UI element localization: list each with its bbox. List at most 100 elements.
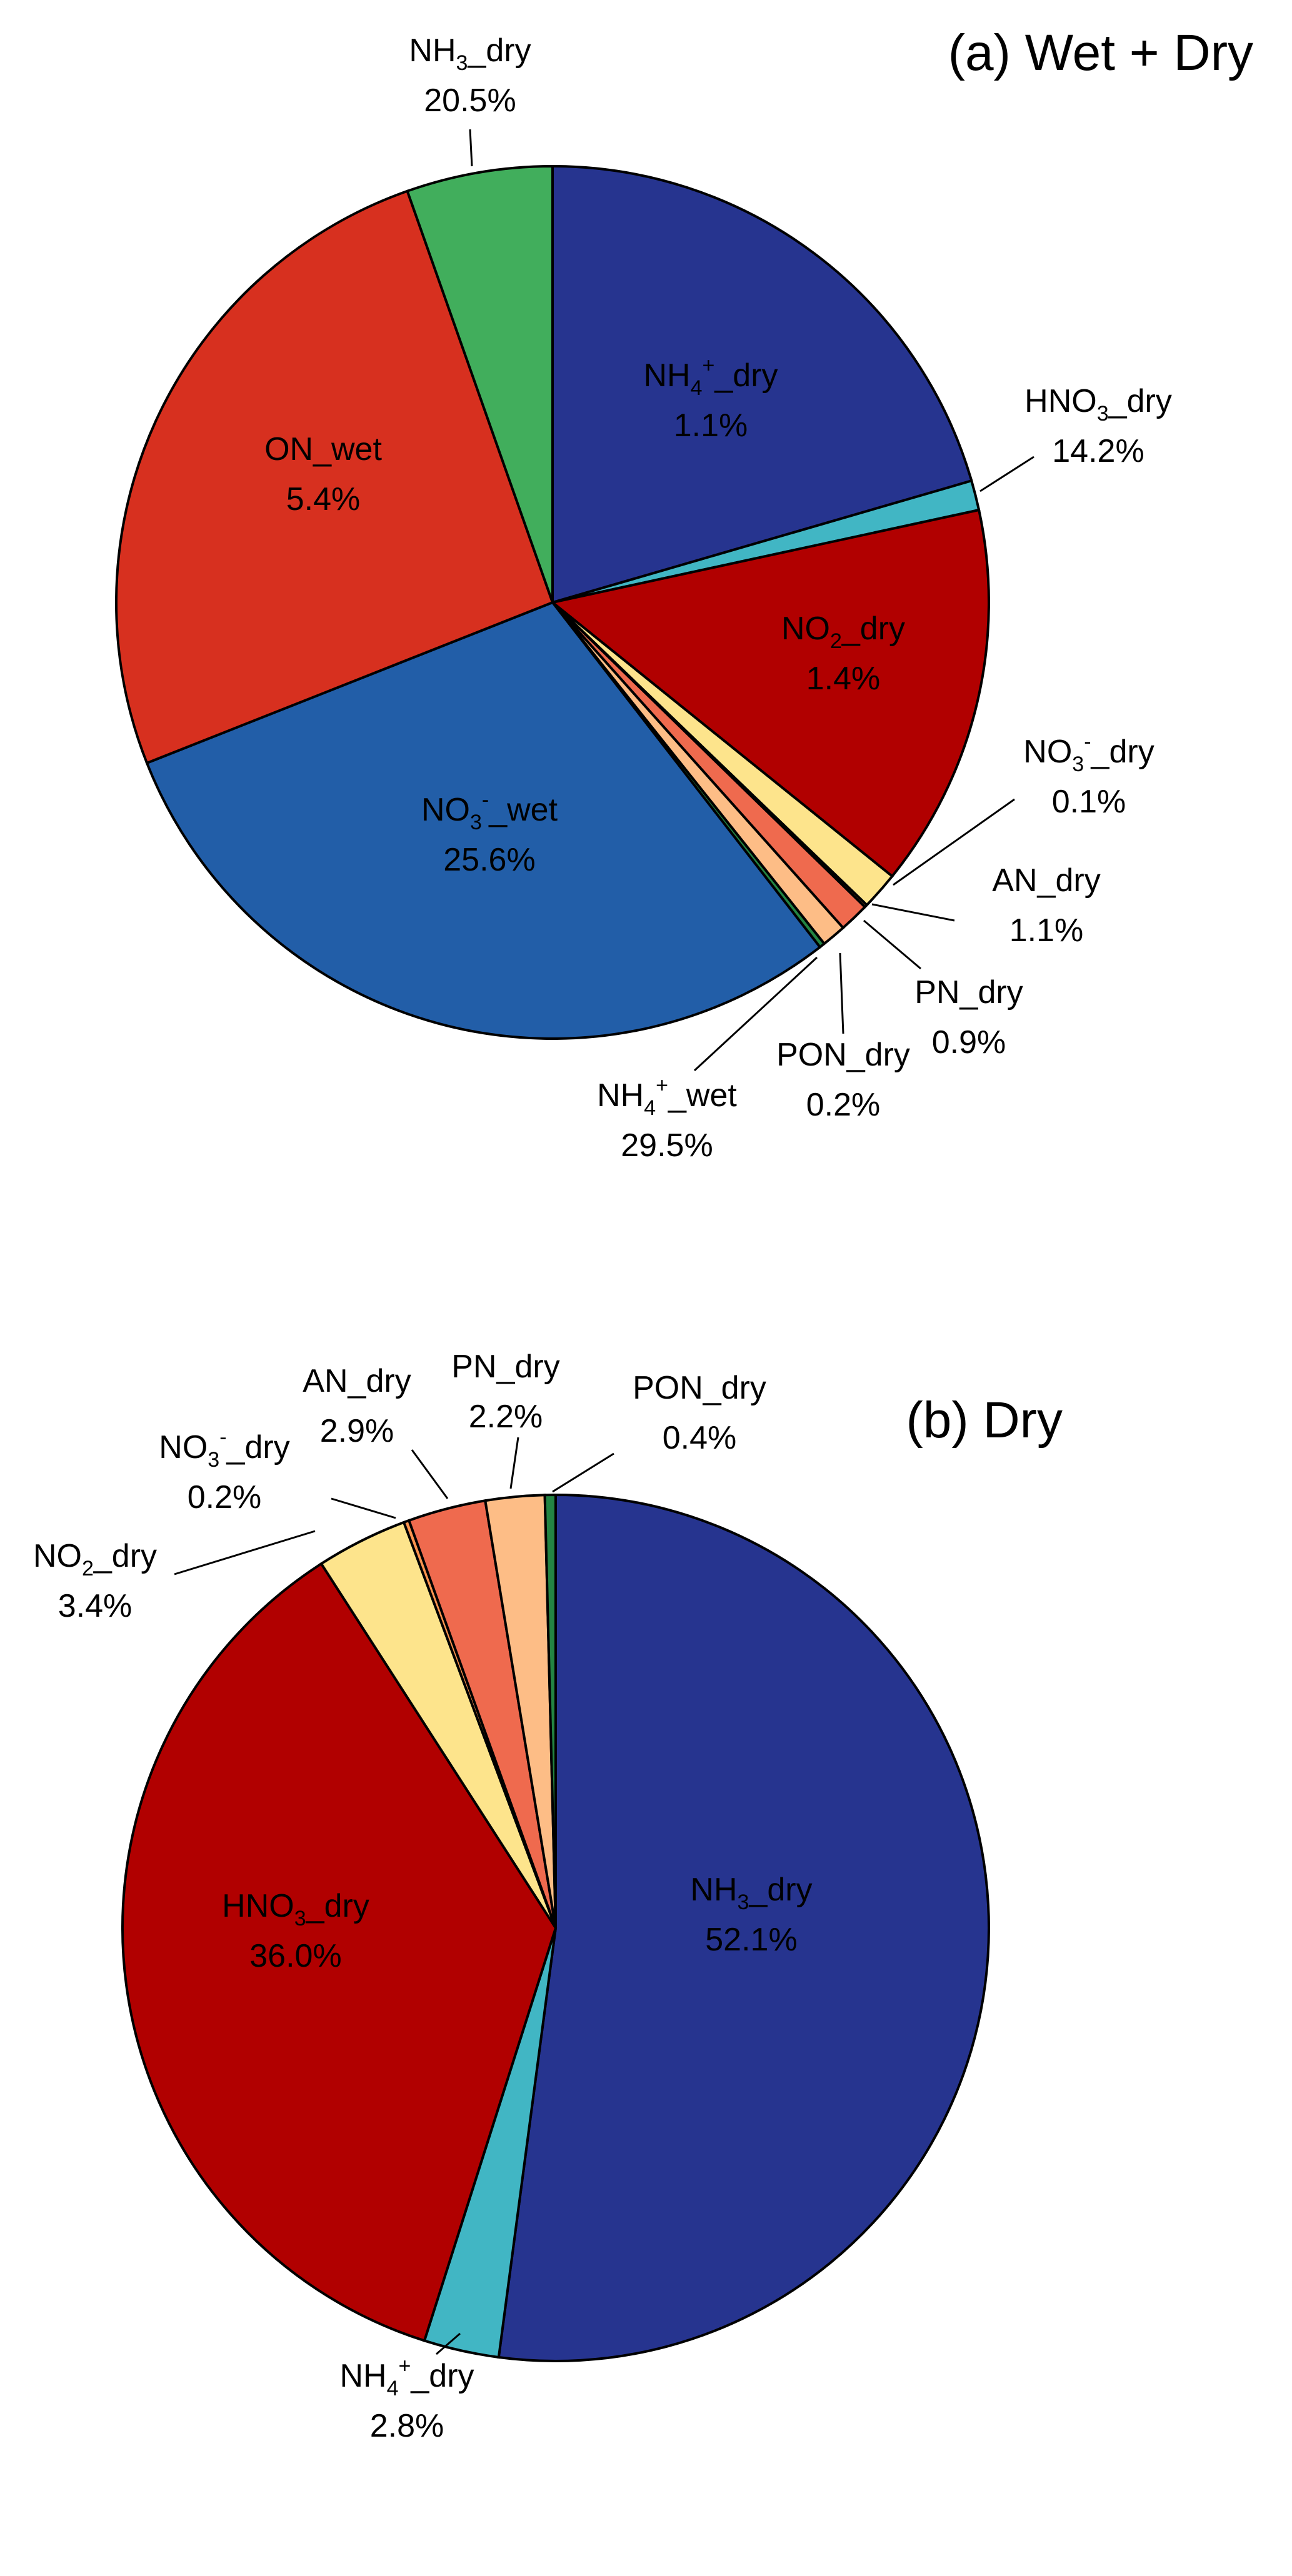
label-part: + xyxy=(703,354,715,377)
pie-slice-nh4-wet xyxy=(145,601,822,1041)
label-part: 4 xyxy=(691,376,703,400)
label-part: NO xyxy=(781,611,830,647)
leader-line xyxy=(436,2332,461,2355)
leader-line xyxy=(331,1497,396,1519)
slice-name-label: PON_dry xyxy=(776,1037,910,1073)
label-part: - xyxy=(482,788,489,812)
label-part: 3 xyxy=(294,1907,306,1930)
label-part: _wet xyxy=(488,792,558,828)
slice-name-label: PON_dry xyxy=(633,1370,766,1406)
label-part: ON_wet xyxy=(264,431,382,467)
slice-value-label: 25.6% xyxy=(443,842,535,878)
label-part: PN_dry xyxy=(914,974,1023,1011)
pie-slice-hno3-dry xyxy=(549,508,990,878)
pie-slice-hno3-dry xyxy=(121,1562,558,2342)
slice-value-label: 0.9% xyxy=(932,1024,1006,1061)
slice-value-label: 1.1% xyxy=(1009,912,1084,949)
label-part: _wet xyxy=(668,1077,737,1114)
slice-name-label: NH4+_dry xyxy=(643,354,778,400)
pie-slice-no3-wet xyxy=(115,189,554,765)
leader-line xyxy=(893,798,1015,886)
slice-name-label: PN_dry xyxy=(451,1349,559,1385)
pie-slice-nh3-dry xyxy=(551,164,973,604)
label-part: AN_dry xyxy=(303,1363,411,1399)
leader-line xyxy=(693,956,818,1072)
label-part: _dry xyxy=(748,1872,812,1908)
slice-value-label: 0.1% xyxy=(1052,784,1126,820)
label-part: PON_dry xyxy=(633,1370,766,1406)
label-part: 3 xyxy=(456,51,468,75)
slice-name-label: NO2_dry xyxy=(781,611,905,653)
label-part: 4 xyxy=(387,2377,399,2400)
label-part: _dry xyxy=(1091,734,1154,770)
leader-line xyxy=(469,129,473,167)
label-part: AN_dry xyxy=(992,862,1100,899)
label-part: NO xyxy=(33,1538,82,1574)
leader-line xyxy=(552,1452,614,1493)
label-part: 3 xyxy=(1072,752,1084,776)
leader-line xyxy=(979,456,1034,492)
slice-name-label: NH4+_wet xyxy=(597,1074,737,1120)
label-part: _dry xyxy=(226,1429,290,1465)
slice-value-label: 14.2% xyxy=(1052,433,1144,469)
leader-line xyxy=(839,952,844,1034)
label-part: NO xyxy=(159,1429,208,1465)
slice-name-label: NH4+_dry xyxy=(339,2354,474,2400)
slice-value-label: 0.2% xyxy=(188,1479,262,1515)
label-part: 3 xyxy=(738,1890,749,1914)
slice-value-label: 29.5% xyxy=(621,1127,713,1164)
label-part: HNO xyxy=(1024,383,1097,419)
label-part: PN_dry xyxy=(451,1349,559,1385)
pie-slice-nh3-dry xyxy=(497,1493,990,2362)
label-part: 3 xyxy=(1097,402,1109,426)
slice-name-label: NO3-_dry xyxy=(159,1425,289,1472)
chart-title-a: (a) Wet + Dry xyxy=(948,24,1253,81)
label-part: _dry xyxy=(841,611,905,647)
label-part: PON_dry xyxy=(776,1037,910,1073)
slice-name-label: NO2_dry xyxy=(33,1538,157,1580)
pie-slice-on-wet xyxy=(406,164,554,603)
label-part: NO xyxy=(1023,734,1072,770)
pie-slice-pon-dry xyxy=(543,1493,557,1929)
slice-value-label: 2.2% xyxy=(469,1399,543,1435)
slice-value-label: 52.1% xyxy=(705,1922,797,1958)
label-part: 3 xyxy=(208,1448,219,1472)
slice-value-label: 20.5% xyxy=(424,82,516,119)
label-part: NH xyxy=(339,2358,386,2394)
slice-name-label: NH3_dry xyxy=(409,32,531,75)
slice-name-label: NO3-_wet xyxy=(421,788,558,834)
chart-title-b: (b) Dry xyxy=(906,1392,1063,1449)
slice-name-label: NO3-_dry xyxy=(1023,730,1154,776)
slice-value-label: 0.4% xyxy=(663,1420,737,1456)
label-part: HNO xyxy=(222,1888,294,1924)
label-part: 3 xyxy=(470,811,482,834)
label-part: _dry xyxy=(467,32,531,69)
slice-name-label: PN_dry xyxy=(914,974,1023,1011)
leader-line xyxy=(411,1449,449,1499)
slice-value-label: 3.4% xyxy=(58,1588,133,1624)
slice-value-label: 1.1% xyxy=(674,407,748,444)
label-part: 2 xyxy=(830,629,842,653)
slice-value-label: 2.8% xyxy=(370,2408,444,2444)
leader-line xyxy=(509,1437,519,1489)
label-part: 4 xyxy=(644,1096,656,1120)
label-part: _dry xyxy=(410,2358,474,2394)
label-part: 2 xyxy=(82,1557,94,1580)
label-part: + xyxy=(399,2354,411,2378)
pie-wet-dry: NH3_dry20.5%NH4+_dry1.1%HNO3_dry14.2%NO2… xyxy=(115,32,1172,1164)
slice-value-label: 0.2% xyxy=(806,1087,881,1123)
slice-name-label: HNO3_dry xyxy=(1024,383,1172,426)
label-part: - xyxy=(1084,730,1091,754)
label-part: _dry xyxy=(714,357,778,394)
leader-line xyxy=(871,903,955,922)
slice-name-label: NH3_dry xyxy=(690,1872,812,1914)
label-part: _dry xyxy=(93,1538,157,1574)
label-part: - xyxy=(219,1425,226,1449)
leader-line xyxy=(863,919,921,970)
slice-value-label: 5.4% xyxy=(286,481,361,517)
slice-name-label: HNO3_dry xyxy=(222,1888,369,1930)
slice-value-label: 1.4% xyxy=(806,661,881,697)
label-part: NH xyxy=(690,1872,737,1908)
pie-dry: NH3_dry52.1%NH4+_dry2.8%HNO3_dry36.0%NO2… xyxy=(33,1349,990,2444)
